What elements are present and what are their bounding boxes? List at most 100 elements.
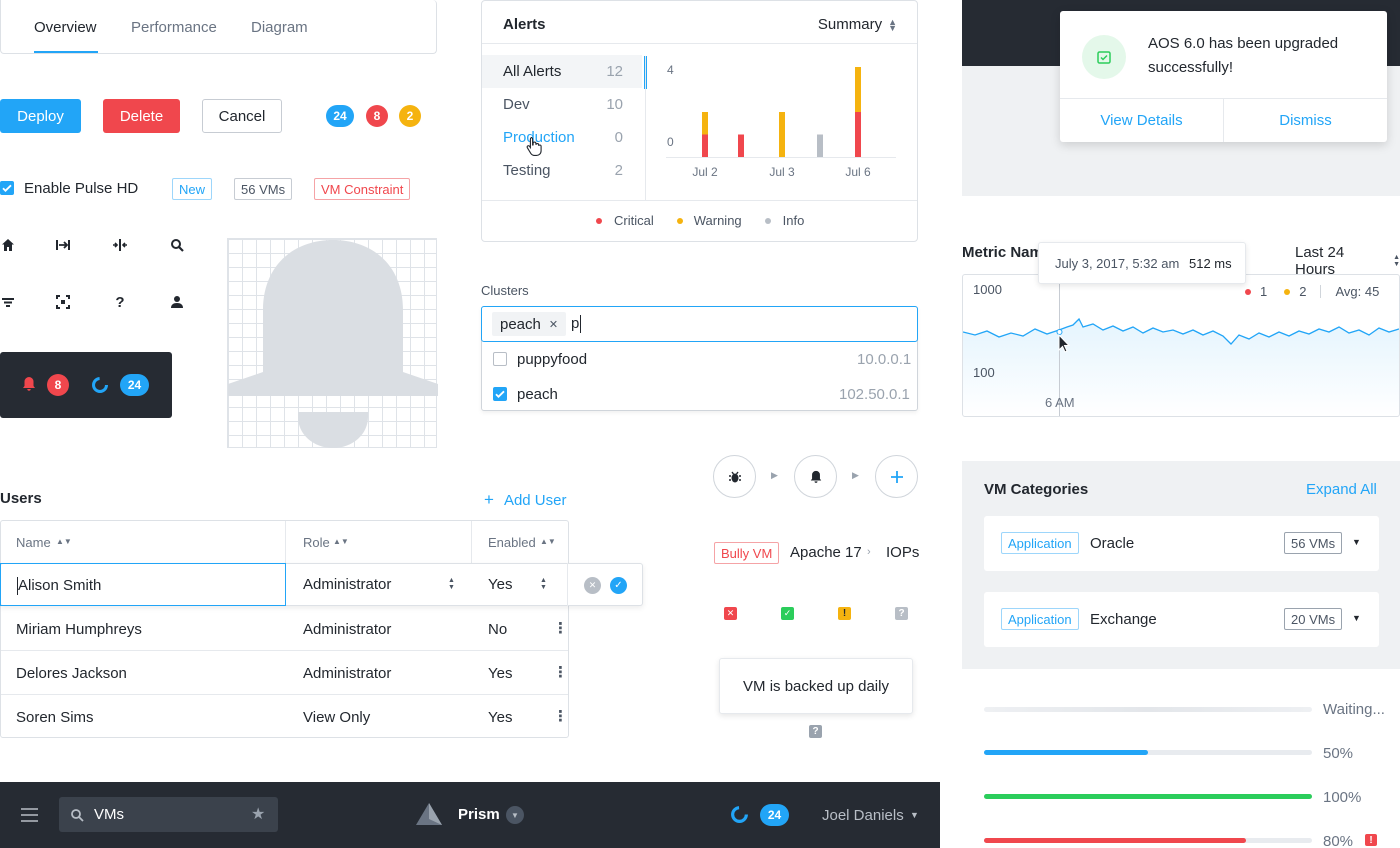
count-badge-red: 8 — [366, 105, 388, 127]
row-menu-icon[interactable]: ⋮ — [553, 620, 568, 637]
bell-icon — [810, 470, 821, 483]
enabled-select-value: Yes — [488, 576, 513, 593]
role-select[interactable]: Administrator ▲ ▼ — [286, 563, 472, 606]
progress-label: 100% — [1323, 789, 1362, 806]
alert-item-production[interactable]: Production — [503, 129, 575, 146]
step-bug-button[interactable] — [713, 455, 756, 498]
collapse-horizontal-icon[interactable] — [112, 237, 128, 253]
cluster-option-name[interactable]: puppyfood — [517, 351, 588, 368]
alert-count-all: 12 — [606, 63, 623, 80]
cluster-option-checkbox[interactable] — [493, 352, 507, 366]
divider — [1320, 285, 1322, 298]
column-header-role[interactable]: Role — [303, 535, 330, 550]
summary-select[interactable]: Summary ▲ ▼ — [818, 16, 897, 33]
category-row[interactable]: Application Oracle 56 VMs ▼ — [984, 516, 1379, 571]
chevron-down-icon[interactable]: ▼ — [1352, 613, 1361, 623]
expand-horizontal-icon[interactable] — [55, 237, 71, 253]
alert-item-selected-bg — [482, 55, 642, 88]
tab-diagram[interactable]: Diagram — [251, 19, 308, 36]
alerts-count-badge: 8 — [47, 374, 69, 396]
hamburger-menu-icon[interactable] — [21, 808, 38, 826]
step-add-button[interactable] — [875, 455, 918, 498]
progress-bar — [984, 750, 1312, 755]
search-icon — [70, 808, 84, 826]
tab-bar: Overview Performance Diagram — [0, 0, 437, 54]
save-edit-icon[interactable]: ✓ — [610, 577, 627, 594]
search-icon[interactable] — [169, 237, 185, 253]
bell-icon[interactable] — [21, 376, 37, 396]
bully-vm-tag: Bully VM — [714, 542, 780, 564]
category-row[interactable]: Application Exchange 20 VMs ▼ — [984, 592, 1379, 647]
focus-icon[interactable] — [55, 294, 71, 310]
product-name[interactable]: Prism — [458, 806, 500, 823]
row-menu-icon[interactable]: ⋮ — [553, 708, 568, 725]
chevron-down-icon[interactable]: ▼ — [910, 810, 919, 820]
cancel-button[interactable]: Cancel — [202, 99, 282, 133]
search-box[interactable]: VMs ★ — [59, 797, 278, 832]
step-arrow-icon: ▶ — [852, 470, 859, 480]
cluster-option-name[interactable]: peach — [517, 386, 558, 403]
legend-critical-dot — [596, 217, 602, 224]
progress-bar-waiting — [984, 707, 1312, 712]
column-header-enabled[interactable]: Enabled — [488, 535, 536, 550]
help-icon[interactable]: ? — [115, 293, 125, 311]
help-trigger-icon[interactable]: ? — [809, 725, 822, 738]
prism-logo-icon — [416, 803, 442, 829]
cluster-option-checkbox[interactable] — [493, 387, 507, 401]
tasks-spinner-icon[interactable] — [91, 376, 109, 398]
time-range-select[interactable]: Last 24 Hours ▲ ▼ — [1295, 244, 1400, 278]
clusters-input[interactable]: peach ✕ p — [481, 306, 918, 342]
alert-item-testing[interactable]: Testing — [503, 162, 551, 179]
hand-cursor-icon — [526, 136, 542, 160]
product-dropdown-icon[interactable]: ▼ — [506, 806, 524, 824]
home-icon[interactable] — [0, 237, 16, 253]
row-divider — [1, 650, 568, 651]
sort-icon[interactable]: ▲▼ — [333, 537, 349, 546]
warning-status-icon: ! — [838, 607, 851, 620]
tab-overview[interactable]: Overview — [34, 19, 97, 36]
time-range-label: Last 24 Hours — [1295, 244, 1345, 278]
add-user-button[interactable]: + Add User — [484, 490, 566, 510]
pulse-checkbox[interactable] — [0, 181, 14, 195]
y-tick-bottom: 0 — [667, 135, 674, 149]
progress-fill — [984, 794, 1312, 799]
category-tag: Application — [1001, 532, 1079, 554]
view-details-button[interactable]: View Details — [1100, 112, 1183, 129]
pulse-label: Enable Pulse HD — [24, 180, 139, 197]
column-divider — [285, 521, 286, 563]
delete-button[interactable]: Delete — [103, 99, 180, 133]
clusters-query: p — [571, 315, 580, 332]
expand-all-link[interactable]: Expand All — [1306, 481, 1377, 498]
filter-icon[interactable] — [0, 294, 16, 310]
user-icon[interactable] — [169, 294, 185, 310]
table-row-editing — [0, 563, 643, 606]
row-menu-icon[interactable]: ⋮ — [553, 664, 568, 681]
user-enabled: Yes — [488, 709, 513, 726]
tasks-spinner-icon[interactable] — [730, 805, 749, 828]
error-status-icon: ! — [1365, 834, 1377, 846]
chip-remove-icon[interactable]: ✕ — [548, 318, 559, 331]
x-tick-jul3: Jul 3 — [769, 165, 795, 179]
icon-design-grid — [227, 238, 438, 448]
user-name: Soren Sims — [16, 709, 94, 726]
breadcrumb-parent[interactable]: Apache 17 — [790, 544, 862, 561]
sort-icon[interactable]: ▲▼ — [56, 537, 72, 546]
dismiss-button[interactable]: Dismiss — [1279, 112, 1332, 129]
chevron-down-icon[interactable]: ▼ — [1352, 537, 1361, 547]
step-bell-button[interactable] — [794, 455, 837, 498]
category-tag: Application — [1001, 608, 1079, 630]
cancel-edit-icon[interactable]: ✕ — [584, 577, 601, 594]
alert-item-all[interactable]: All Alerts — [503, 63, 562, 80]
column-header-name[interactable]: Name — [16, 535, 51, 550]
user-menu-name[interactable]: Joel Daniels — [822, 807, 904, 824]
star-icon[interactable]: ★ — [251, 806, 266, 823]
sort-icon[interactable]: ▲▼ — [540, 537, 556, 546]
name-edit-input[interactable]: Alison Smith — [0, 563, 286, 606]
tab-performance[interactable]: Performance — [131, 19, 217, 36]
deploy-button[interactable]: Deploy — [0, 99, 81, 133]
alert-item-dev[interactable]: Dev — [503, 96, 530, 113]
enabled-select[interactable]: Yes ▲ ▼ — [472, 563, 568, 606]
metric-average: Avg: 45 — [1335, 284, 1380, 299]
divider — [482, 200, 917, 201]
legend-info-dot — [764, 217, 771, 224]
